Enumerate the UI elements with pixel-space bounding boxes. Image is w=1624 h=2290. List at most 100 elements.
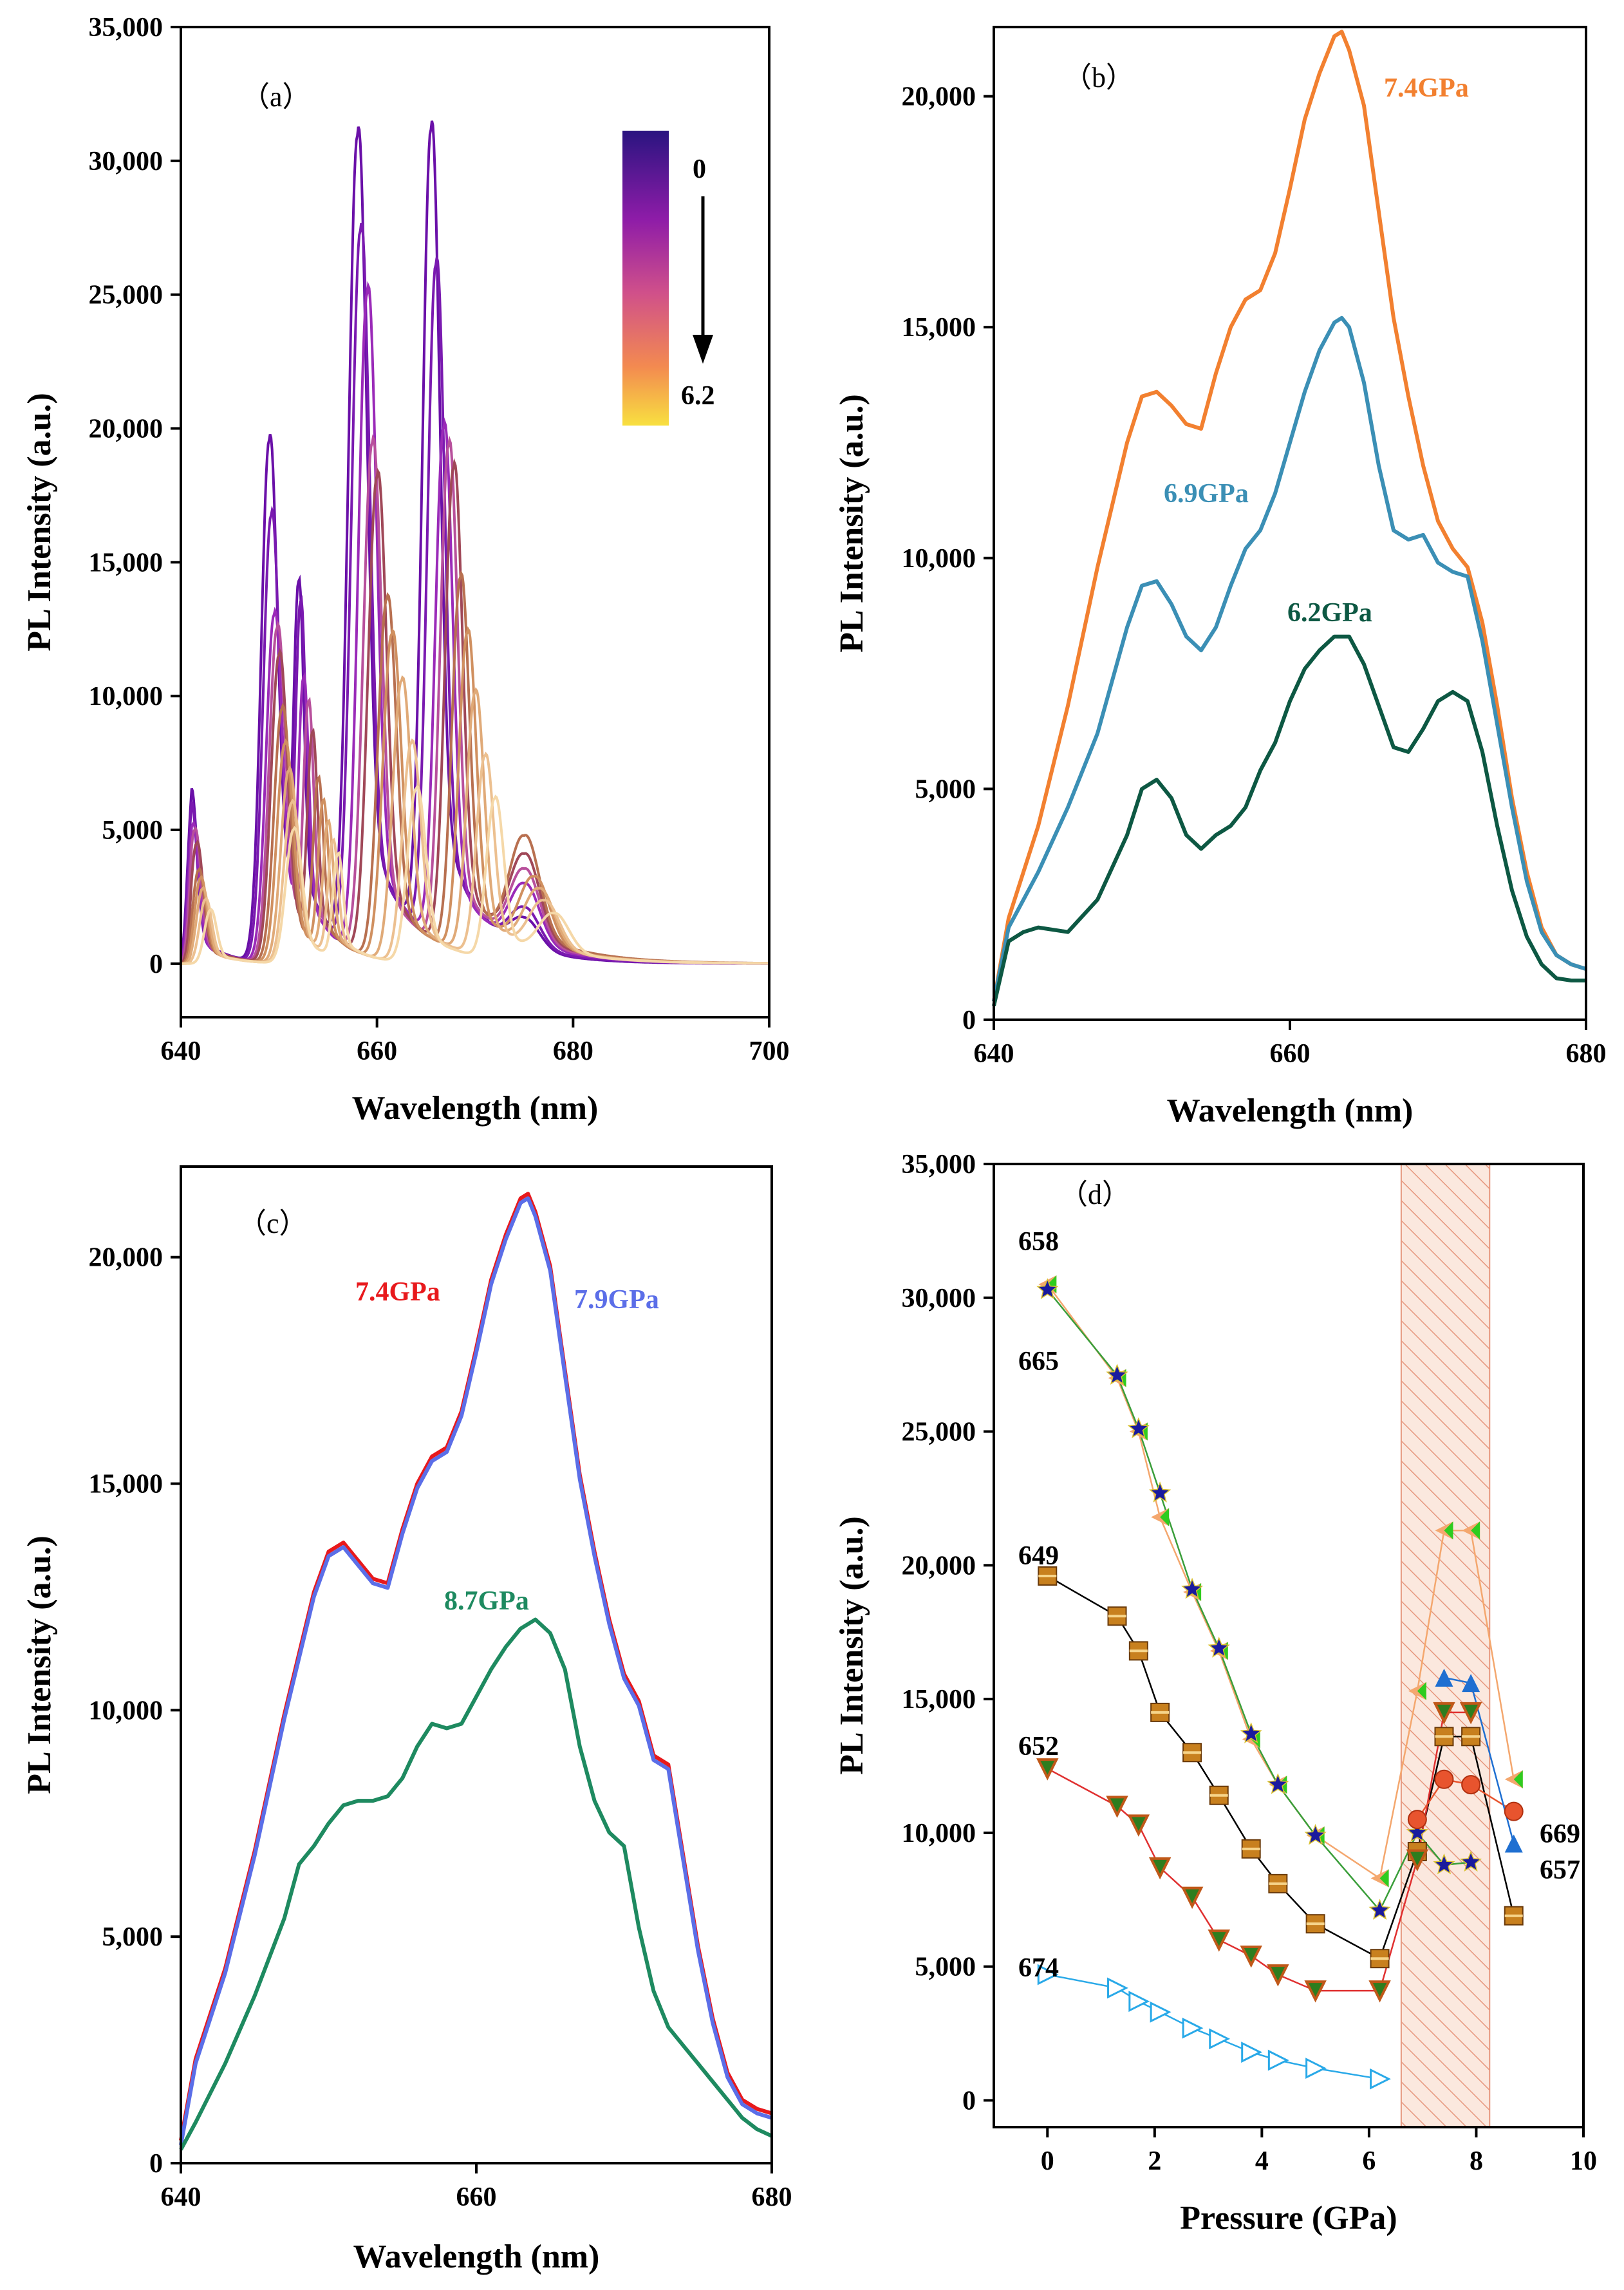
panel-a: 640 660 680 700 0 5,000 10,000 15,000 20,000 25,0… [21,13,790,1127]
annotation-c-7.4GPa: 7.4GPa [355,1277,440,1307]
series-label-649: 649 [1018,1541,1059,1571]
data-point-674 [1107,1977,1128,1999]
series-line-7.9GPa [179,1196,772,2146]
annotation-b-7.4GPa: 7.4GPa [1384,73,1469,103]
y-tick-label: 0 [149,2149,163,2179]
y-tick-label: 0 [149,950,163,979]
colorbar [622,131,669,426]
panel-d-ylabel: PL Intensity (a.u.) [834,1516,870,1775]
panel-a-label: （a） [241,81,311,113]
x-tick-label: 640 [161,1037,201,1066]
data-point-665 [1368,1899,1391,1920]
series-line-6.2GPa [992,634,1586,1007]
data-point-665 [1406,1821,1429,1843]
series-label-658: 658 [1018,1227,1059,1257]
panel-b-plot-area: 640 660 680 0 5,000 10,000 15,000 20,000 [902,30,1607,1069]
data-point-652 [1127,1814,1150,1837]
series-line-7.4GPa [992,30,1587,1002]
x-tick-label: 640 [974,1039,1014,1069]
data-point-652 [1148,1857,1171,1880]
x-tick-label: 10 [1570,2146,1597,2176]
colorbar-top-label: 0 [693,155,706,184]
y-tick-label: 10,000 [902,544,976,574]
data-point-674 [1267,2049,1289,2071]
data-point-665 [1267,1773,1289,1794]
series-line-7.4GPa [179,1192,772,2141]
data-point-665 [1304,1823,1327,1845]
data-point-657 [1504,1834,1523,1853]
x-tick-label: 640 [161,2182,201,2212]
series-line-669 [1416,1778,1515,1820]
y-tick-label: 35,000 [902,1150,976,1179]
data-point-665 [1433,1853,1455,1875]
series-label-669: 669 [1540,1819,1580,1849]
data-point-657 [1435,1668,1453,1687]
y-tick-label: 25,000 [89,281,163,310]
data-point-665 [1106,1364,1128,1385]
y-tick-label: 20,000 [902,82,976,112]
x-tick-label: 680 [553,1037,593,1066]
series-label-657: 657 [1540,1855,1580,1885]
x-tick-label: 660 [456,2182,497,2212]
x-tick-label: 2 [1148,2146,1161,2176]
data-point-652 [1406,1849,1429,1872]
x-tick-label: 660 [1270,1039,1311,1069]
x-tick-label: 700 [749,1037,790,1066]
y-tick-label: 5,000 [915,1953,976,1982]
data-point-674 [1305,2058,1327,2079]
x-tick-label: 660 [357,1037,397,1066]
y-tick-label: 15,000 [902,1685,976,1714]
colorbar-arrow-head [693,335,713,364]
data-point-652 [1208,1929,1230,1952]
x-tick-label: 8 [1470,2146,1483,2176]
data-point-665 [1181,1577,1204,1599]
panel-c-ylabel: PL Intensity (a.u.) [21,1535,58,1794]
y-tick-label: 0 [962,1006,976,1035]
data-point-658-half [1444,1521,1453,1540]
annotation-b-6.9GPa: 6.9GPa [1164,479,1249,509]
panel-b-label: （b） [1063,62,1134,93]
y-tick-label: 10,000 [89,1696,163,1725]
data-point-674 [1209,2028,1231,2050]
panel-a-frame [180,26,770,1018]
series-label-665: 665 [1018,1347,1059,1376]
data-point-652 [1106,1796,1128,1818]
data-point-658-half [1417,1682,1426,1700]
y-tick-label: 25,000 [902,1418,976,1447]
data-point-674 [1150,2001,1171,2023]
panel-d-frame [993,1163,1585,2128]
data-point-665 [1036,1278,1059,1299]
x-tick-label: 680 [752,2182,792,2212]
data-point-652 [1304,1980,1327,2003]
data-point-652 [1181,1886,1204,1910]
panel-b-ylabel: PL Intensity (a.u.) [834,394,870,653]
panel-b-frame [993,26,1587,1021]
data-point-652 [1267,1964,1289,1987]
panel-a-plot-area: 640 660 680 700 0 5,000 10,000 15,000 20,000 25,0… [89,13,790,1066]
series-label-674: 674 [1018,1953,1059,1983]
series-line-6.9GPa [992,315,1587,1002]
y-tick-label: 15,000 [89,548,163,577]
x-tick-label: 6 [1362,2146,1376,2176]
y-tick-label: 10,000 [902,1819,976,1848]
y-tick-label: 20,000 [89,415,163,444]
data-point-652 [1036,1758,1059,1781]
panel-c-frame [180,1165,773,2164]
data-point-669 [1434,1769,1454,1789]
panel-c-label: （c） [238,1208,308,1239]
data-point-669 [1407,1810,1427,1830]
data-point-652 [1433,1702,1455,1725]
panel-c-xlabel: Wavelength (nm) [353,2238,600,2275]
data-point-665 [1208,1637,1230,1658]
data-point-658-half [1379,1869,1389,1888]
series-line-658 [1047,1284,1515,1880]
x-tick-label: 0 [1041,2146,1054,2176]
y-tick-label: 20,000 [902,1551,976,1581]
data-point-658-half [1160,1508,1170,1526]
data-point-657 [1462,1674,1480,1693]
y-tick-label: 20,000 [89,1243,163,1273]
panel-d-label: （d） [1059,1179,1130,1210]
data-point-674 [1037,1964,1059,1985]
panel-d-shaded-region [1400,1163,1491,2128]
